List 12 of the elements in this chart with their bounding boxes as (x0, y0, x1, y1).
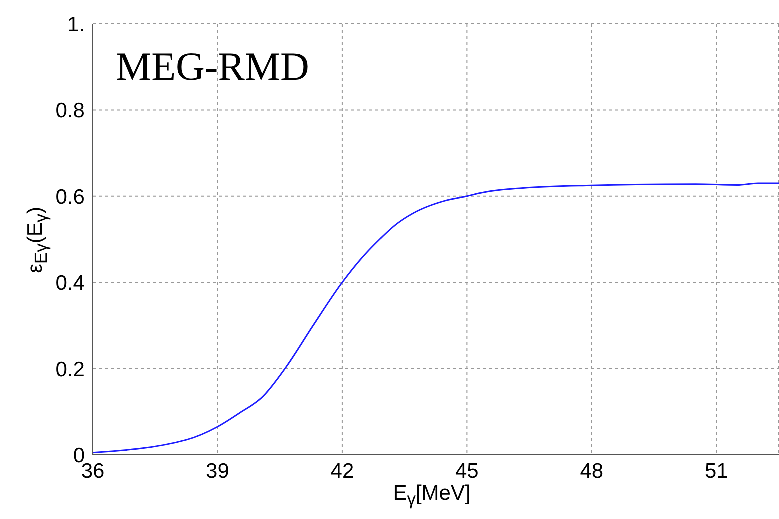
x-axis-title: E$_{γ}$[MeV] (392, 482, 472, 510)
y-tick-label: 0.2 (56, 358, 85, 382)
x-tick-label: 45 (456, 460, 479, 483)
y-tick-label: 0.8 (56, 100, 85, 123)
y-tick-label: 0.6 (56, 186, 85, 209)
x-tick-label: 48 (580, 460, 604, 483)
x-tick-label: 51 (704, 460, 728, 483)
y-tick-label: 1. (67, 13, 85, 36)
y-tick-label: 0.4 (56, 272, 86, 296)
x-tick-label: 39 (206, 460, 230, 483)
annotation: MEG-RMD (116, 44, 310, 89)
x-tick-label: 42 (330, 460, 354, 483)
